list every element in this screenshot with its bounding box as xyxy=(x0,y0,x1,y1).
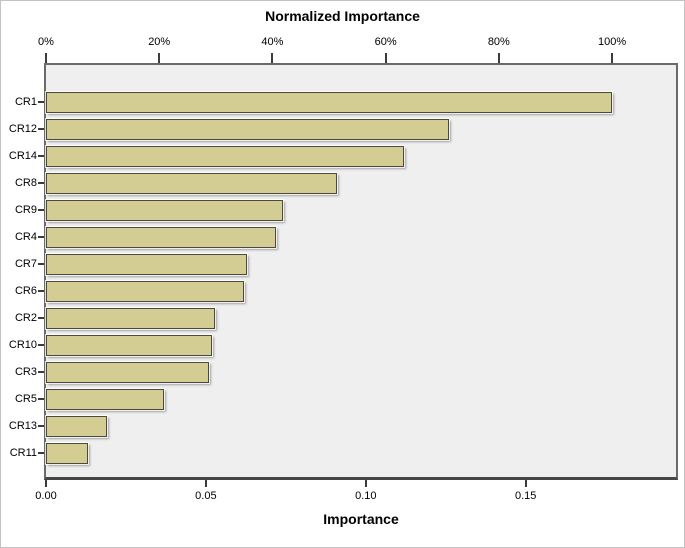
bottom-axis-tick-label: 0.10 xyxy=(355,490,377,502)
top-axis-tick xyxy=(45,53,47,63)
category-label-cr10: CR10 xyxy=(8,339,37,351)
bar-cr7 xyxy=(46,253,248,275)
category-label-cr1: CR1 xyxy=(14,96,37,108)
bar-cr14 xyxy=(46,145,405,167)
bar-cr10 xyxy=(46,334,213,356)
category-label-cr11: CR11 xyxy=(9,447,37,459)
bar-cr6 xyxy=(46,280,245,302)
bar-cr11 xyxy=(46,442,88,464)
y-axis-tick xyxy=(38,101,44,103)
category-label-cr12: CR12 xyxy=(8,123,37,135)
category-label-cr6: CR6 xyxy=(14,285,37,297)
bar-cr13 xyxy=(46,415,107,437)
plot-area xyxy=(44,63,678,480)
y-axis-tick xyxy=(38,209,44,211)
y-axis-category-labels: CR1 CR12 CR14 CR8 CR9 CR4 CR7 CR6 CR2 CR10 CR3 CR5 C… xyxy=(1,63,44,480)
bar-cr5 xyxy=(46,388,165,410)
chart-title: Normalized Importance xyxy=(265,8,420,24)
bottom-axis-tick xyxy=(45,480,47,487)
bar-cr4 xyxy=(46,226,277,248)
y-axis-tick xyxy=(38,344,44,346)
category-label-cr9: CR9 xyxy=(14,204,37,216)
y-axis-tick xyxy=(38,263,44,265)
category-label-cr4: CR4 xyxy=(14,231,37,243)
y-axis-tick xyxy=(38,128,44,130)
bar-cr12 xyxy=(46,118,449,140)
category-label-cr14: CR14 xyxy=(8,150,37,162)
top-axis-tick xyxy=(271,53,274,63)
top-axis-tick xyxy=(384,53,387,63)
bar-cr2 xyxy=(46,307,216,329)
bar-cr8 xyxy=(46,172,337,194)
top-axis-labels: 0% 20% 40% 60% 80% 100% xyxy=(38,36,676,50)
bottom-axis-tick xyxy=(204,480,207,487)
y-axis-tick xyxy=(38,182,44,184)
top-axis-tick-label: 0% xyxy=(38,36,54,48)
top-axis-tick-label: 100% xyxy=(597,36,627,48)
top-axis-tick-label: 80% xyxy=(487,36,510,48)
bar-cr3 xyxy=(46,361,210,383)
top-axis-tick-label: 60% xyxy=(374,36,397,48)
y-axis-tick xyxy=(38,398,44,400)
x-axis-title: Importance xyxy=(323,511,399,527)
bottom-axis-labels: 0.00 0.05 0.10 0.15 xyxy=(35,490,676,504)
y-axis-tick xyxy=(38,452,44,454)
y-axis-tick xyxy=(38,236,44,238)
bottom-axis-tick xyxy=(364,480,367,487)
category-label-cr13: CR13 xyxy=(8,420,37,432)
top-axis-tick xyxy=(158,53,161,63)
y-axis-tick xyxy=(38,425,44,427)
bar-cr9 xyxy=(46,199,283,221)
bottom-axis-ticks xyxy=(45,480,676,487)
y-axis-tick xyxy=(38,317,44,319)
y-axis-tick xyxy=(38,371,44,373)
y-axis-tick xyxy=(38,290,44,292)
bottom-axis-tick-label: 0.05 xyxy=(195,490,217,502)
category-label-cr8: CR8 xyxy=(14,177,37,189)
category-label-cr3: CR3 xyxy=(14,366,37,378)
bottom-axis-tick xyxy=(524,480,527,487)
bottom-axis-tick-label: 0.15 xyxy=(514,490,537,502)
top-axis-tick-label: 40% xyxy=(261,36,284,48)
top-axis-tick-label: 20% xyxy=(148,36,171,48)
bottom-axis-tick-label: 0.00 xyxy=(35,490,57,502)
top-axis-tick xyxy=(497,53,500,63)
bar-cr1 xyxy=(46,91,613,113)
y-axis-tick xyxy=(38,155,44,157)
top-axis-ticks xyxy=(45,53,676,63)
top-axis-tick xyxy=(611,53,614,63)
category-label-cr7: CR7 xyxy=(14,258,37,270)
category-label-cr5: CR5 xyxy=(14,393,37,405)
category-label-cr2: CR2 xyxy=(14,312,37,324)
